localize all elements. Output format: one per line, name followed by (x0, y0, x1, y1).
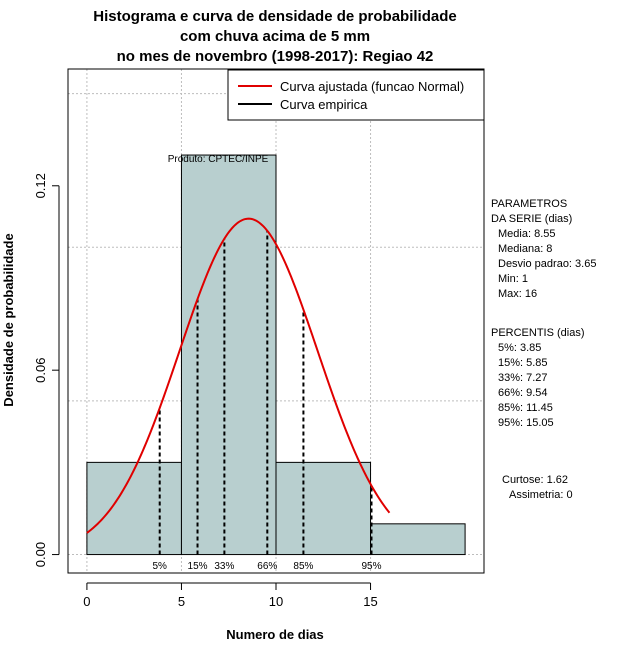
percentis-block: PERCENTIS (dias) 5%: 3.85 15%: 5.85 33%: 7.… (491, 327, 585, 429)
params-line-1: DA SERIE (dias) (491, 213, 572, 225)
histogram-bar-1 (180, 154, 277, 556)
normal-fit-curve (86, 217, 391, 534)
x-tick-label-1: 5 (178, 594, 185, 609)
params-line-5: Min: 1 (498, 273, 528, 285)
percentile-label-3: 66% (257, 561, 277, 572)
params-line-3: Mediana: 8 (498, 243, 552, 255)
percentis-line-0: PERCENTIS (dias) (491, 327, 585, 339)
percentis-line-3: 33%: 7.27 (498, 372, 548, 384)
y-tick-label-0: 0.00 (33, 542, 48, 567)
params-line-2: Media: 8.55 (498, 228, 555, 240)
x-tick-label-2: 10 (269, 594, 283, 609)
y-tick-label-1: 0.06 (33, 358, 48, 383)
title-line-2: com chuva acima de 5 mm (180, 28, 370, 45)
x-axis-title: Numero de dias (226, 627, 324, 642)
legend: Curva ajustada (funcao Normal) Curva emp… (227, 69, 485, 121)
percentis-line-5: 85%: 11.45 (498, 402, 553, 414)
percentile-label-2: 33% (214, 561, 234, 572)
x-tick-label-3: 15 (363, 594, 377, 609)
percentis-line-2: 15%: 5.85 (498, 357, 548, 369)
y-axis-title: Densidade de probabilidade (1, 233, 16, 406)
chart-title: Histograma e curva de densidade de proba… (93, 8, 456, 65)
histogram-bar-0 (86, 461, 182, 556)
percentis-line-6: 95%: 15.05 (498, 417, 554, 429)
x-axis: 0 5 10 15 (83, 582, 378, 609)
percentile-label-5: 95% (361, 561, 381, 572)
histogram-bars (86, 154, 466, 556)
legend-box (227, 69, 485, 121)
legend-label-fit: Curva ajustada (funcao Normal) (280, 79, 464, 94)
percentis-line-4: 66%: 9.54 (498, 387, 548, 399)
side-panel: PARAMETROS DA SERIE (dias) Media: 8.55 Medi… (491, 198, 596, 501)
percentis-line-1: 5%: 3.85 (498, 342, 541, 354)
percentile-label-0: 5% (152, 561, 167, 572)
x-tick-label-0: 0 (83, 594, 90, 609)
percentile-label-1: 15% (188, 561, 208, 572)
credit-label: Produto: CPTEC/INPE (168, 154, 269, 165)
stats-line-1: Assimetria: 0 (509, 489, 573, 501)
y-axis: 0.00 0.06 0.12 (33, 173, 60, 567)
params-line-6: Max: 16 (498, 288, 537, 300)
stats-block: Curtose: 1.62 Assimetria: 0 (502, 474, 573, 501)
plot-frame (67, 68, 485, 574)
legend-label-empirical: Curva empirica (280, 97, 368, 112)
params-line-4: Desvio padrao: 3.65 (498, 258, 596, 270)
title-line-3: no mes de novembro (1998-2017): Regiao 4… (117, 48, 434, 65)
y-tick-label-2: 0.12 (33, 173, 48, 198)
histogram-bar-3 (370, 523, 466, 556)
title-line-1: Histograma e curva de densidade de proba… (93, 8, 456, 25)
percentile-label-4: 85% (293, 561, 313, 572)
histogram-bar-2 (275, 461, 372, 556)
params-line-0: PARAMETROS (491, 198, 567, 210)
params-block: PARAMETROS DA SERIE (dias) Media: 8.55 Medi… (491, 198, 596, 300)
stats-line-0: Curtose: 1.62 (502, 474, 568, 486)
percentile-markers: 5% 15% 33% 66% 85% 95% (152, 230, 382, 572)
